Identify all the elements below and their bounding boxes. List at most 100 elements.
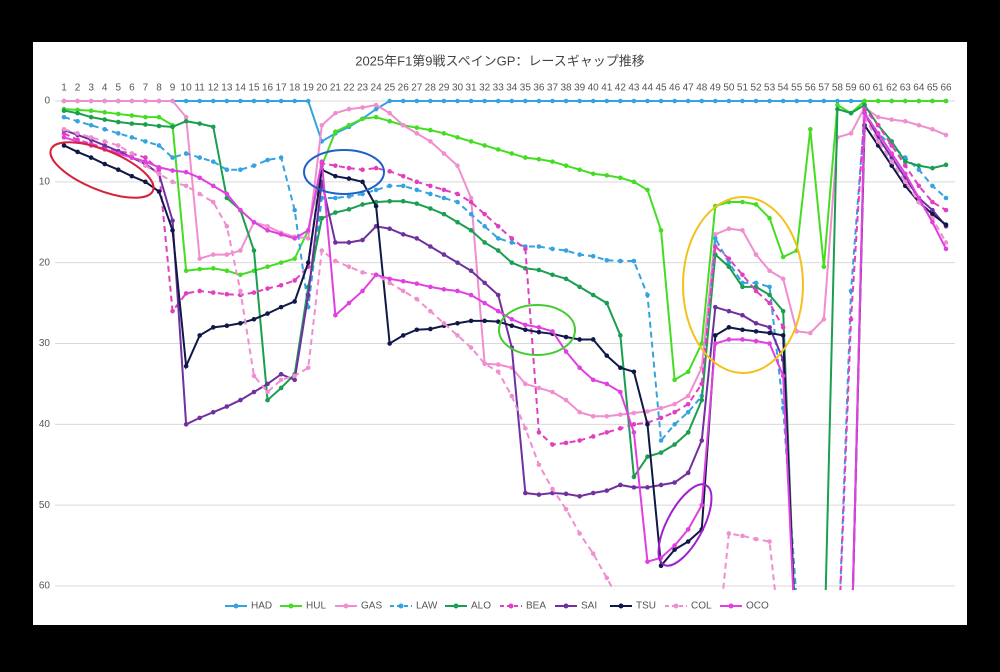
data-point — [75, 149, 80, 155]
data-point — [482, 361, 487, 367]
data-point — [618, 365, 623, 371]
data-point — [713, 304, 718, 310]
data-point — [61, 126, 67, 132]
data-point — [740, 199, 745, 205]
data-point — [523, 327, 528, 333]
data-point — [563, 397, 569, 403]
data-point — [780, 98, 786, 104]
data-point — [835, 98, 840, 104]
data-point — [428, 244, 433, 249]
data-point — [930, 199, 935, 205]
x-tick-label: 5 — [115, 83, 121, 94]
data-point — [875, 131, 881, 136]
data-point — [265, 286, 270, 291]
x-tick-label: 51 — [737, 83, 749, 94]
data-point — [930, 207, 935, 213]
data-point — [618, 175, 623, 181]
data-point — [875, 98, 881, 104]
x-tick-label: 46 — [669, 83, 681, 94]
x-tick-label: 9 — [170, 83, 176, 94]
data-point — [400, 333, 406, 338]
data-point — [495, 236, 501, 241]
data-point — [726, 226, 732, 232]
data-point — [360, 116, 365, 122]
data-point — [75, 118, 80, 124]
data-point — [387, 280, 392, 286]
data-point — [115, 131, 121, 136]
data-point — [550, 486, 555, 492]
x-tick-label: 36 — [533, 83, 545, 94]
data-point — [305, 292, 311, 298]
data-point — [590, 98, 596, 104]
data-point — [129, 98, 135, 104]
x-tick-label: 4 — [102, 83, 108, 94]
data-point — [278, 155, 284, 160]
legend-label: ALO — [471, 601, 491, 612]
data-point — [699, 341, 705, 346]
data-point — [590, 337, 596, 342]
data-point — [577, 493, 582, 499]
data-point — [143, 163, 148, 168]
data-point — [672, 480, 677, 485]
data-point — [278, 385, 284, 391]
x-tick-label: 41 — [601, 83, 613, 94]
data-point — [862, 98, 867, 104]
x-tick-label: 42 — [615, 83, 627, 94]
data-point — [251, 163, 257, 168]
data-point — [143, 179, 148, 185]
data-point — [685, 393, 691, 399]
data-point — [115, 167, 121, 173]
data-point — [672, 98, 677, 104]
legend-marker — [398, 603, 404, 609]
data-point — [265, 157, 270, 163]
data-point — [780, 325, 786, 330]
data-point — [428, 206, 433, 211]
series-line — [63, 110, 947, 590]
x-tick-label: 57 — [818, 83, 830, 94]
data-point — [550, 329, 555, 334]
data-point — [183, 118, 189, 124]
data-point — [699, 502, 705, 508]
data-point — [848, 110, 854, 116]
x-tick-label: 40 — [588, 83, 600, 94]
x-tick-label: 28 — [425, 83, 437, 94]
x-tick-label: 29 — [438, 83, 450, 94]
x-tick-label: 45 — [655, 83, 667, 94]
data-point — [414, 236, 420, 241]
data-point — [170, 124, 175, 130]
data-point — [631, 430, 637, 435]
data-point — [658, 405, 664, 411]
data-point — [685, 527, 691, 532]
data-point — [930, 165, 935, 171]
data-point — [88, 122, 94, 128]
data-point — [767, 292, 772, 298]
data-point — [563, 248, 569, 253]
data-point — [509, 151, 515, 156]
x-tick-label: 44 — [642, 83, 654, 94]
data-point — [305, 260, 311, 265]
data-point — [360, 105, 365, 110]
data-point — [360, 237, 365, 243]
data-point — [645, 422, 650, 427]
legend-label: OCO — [746, 601, 769, 612]
data-point — [333, 129, 338, 135]
data-point — [631, 474, 637, 480]
x-tick-label: 6 — [129, 83, 135, 94]
x-tick-label: 16 — [262, 83, 274, 94]
data-point — [672, 409, 677, 415]
data-point — [183, 151, 189, 156]
data-point — [672, 422, 677, 427]
data-point — [455, 191, 460, 197]
data-point — [672, 377, 677, 383]
data-point — [563, 276, 569, 282]
data-point — [224, 223, 230, 229]
data-point — [590, 413, 596, 419]
data-point — [156, 164, 162, 170]
data-point — [645, 409, 650, 414]
data-point — [88, 98, 94, 104]
data-point — [183, 98, 189, 104]
x-tick-label: 24 — [371, 83, 383, 94]
x-tick-label: 8 — [156, 83, 162, 94]
data-point — [495, 292, 501, 298]
data-point — [197, 333, 202, 338]
